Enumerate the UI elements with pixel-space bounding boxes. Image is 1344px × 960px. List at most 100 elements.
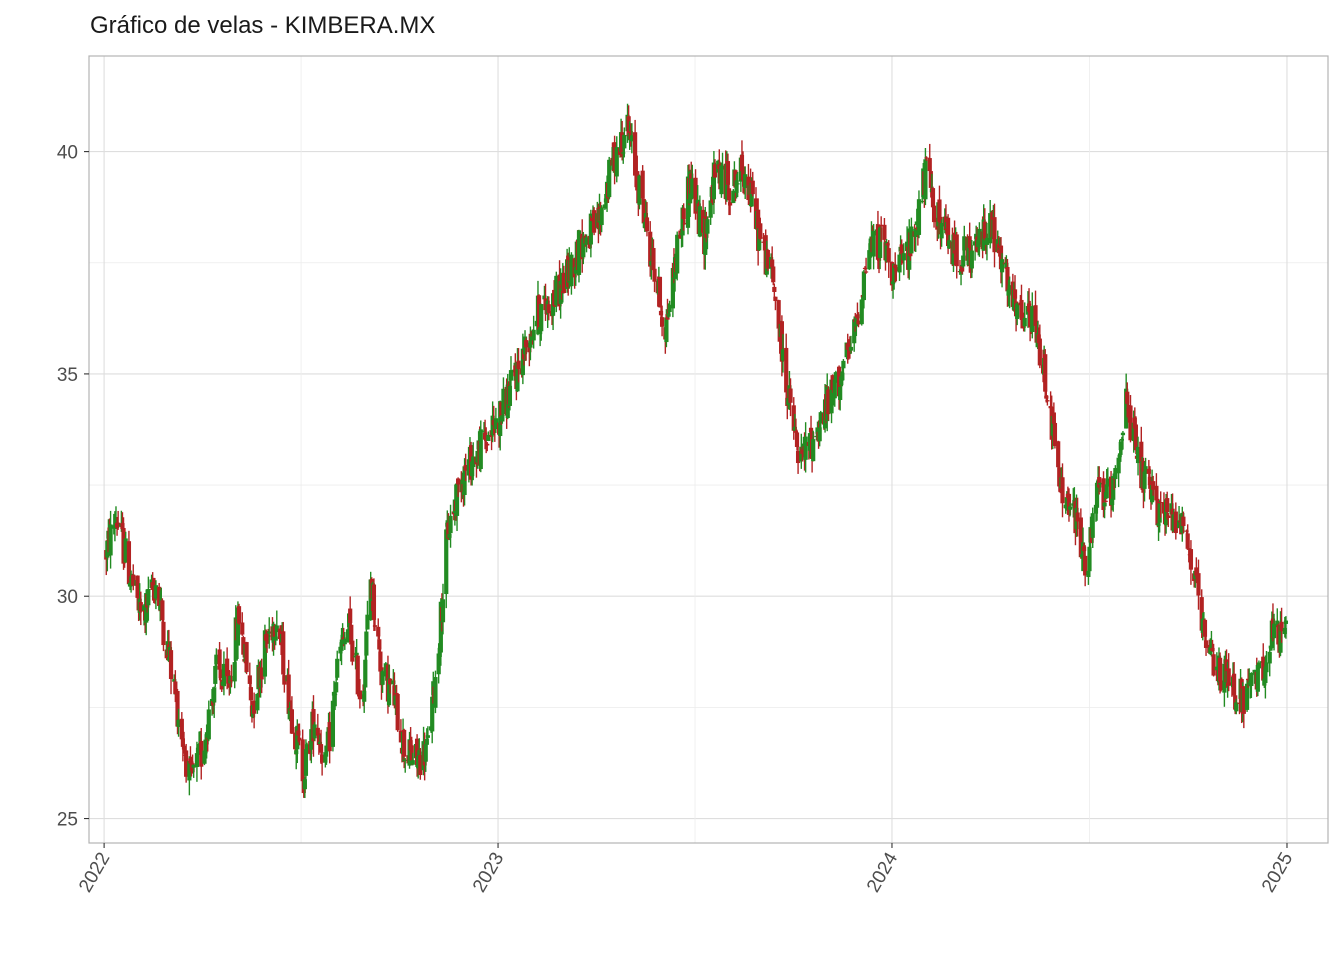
candle-body [882, 224, 887, 240]
candle-body [499, 401, 504, 417]
candle-body [214, 654, 219, 665]
candle-up [731, 189, 736, 204]
candle-down [402, 728, 407, 769]
candle-down [282, 660, 287, 693]
candle-up [909, 217, 914, 254]
candle-body [840, 372, 845, 381]
candle-down [259, 658, 264, 694]
candle-body [1133, 424, 1138, 451]
candle-body [1255, 664, 1260, 692]
candle-up [176, 708, 181, 737]
candle-body [847, 348, 852, 354]
candle-up [743, 166, 748, 200]
candle-down [652, 260, 657, 293]
candle-up [841, 358, 846, 381]
candle-body [181, 745, 187, 750]
candle-up [792, 413, 797, 432]
candle-body [334, 682, 339, 693]
candle-body [1012, 289, 1018, 299]
candle-down [297, 723, 302, 746]
candle-body [960, 266, 965, 272]
candle-body [297, 737, 302, 741]
candle-body [296, 730, 301, 736]
candle-down [252, 692, 257, 729]
candle-body [241, 637, 246, 655]
y-tick-label: 40 [57, 143, 78, 164]
candle-body [482, 432, 488, 440]
candle-down [1181, 511, 1186, 534]
candle-body [750, 180, 755, 195]
candle-body [1067, 506, 1073, 510]
candle-body [757, 228, 762, 251]
candle-body [792, 426, 797, 431]
candle-down [644, 202, 650, 237]
candle-body [1005, 267, 1010, 292]
candle-body [113, 519, 119, 527]
candle-body [770, 259, 775, 268]
candle-body [168, 650, 174, 680]
candle-down [788, 378, 793, 417]
x-axis-tick-labels: 2022 2023 2024 2025 [75, 843, 1297, 896]
candle-up [500, 414, 505, 424]
candle-body [173, 681, 178, 694]
candle-body [349, 624, 354, 645]
candle-body [1022, 317, 1027, 327]
candle-down [190, 754, 195, 774]
candle-down [1037, 324, 1042, 369]
y-tick-label: 35 [57, 365, 78, 386]
candle-up [914, 208, 919, 228]
candle-body [693, 177, 698, 214]
candle-down [1075, 497, 1080, 537]
candle-up [146, 576, 151, 621]
candle-body [875, 224, 881, 260]
candle-body [175, 690, 180, 727]
candle-down [726, 184, 732, 216]
candle-down [1045, 395, 1050, 406]
candle-body [206, 709, 211, 740]
candle-body [282, 675, 287, 685]
candle-body [765, 249, 770, 269]
candle-up [711, 150, 716, 215]
candle-up [127, 576, 133, 591]
candle-body [448, 515, 453, 534]
candle-down [681, 203, 686, 231]
candle-body [719, 165, 724, 195]
candle-body [720, 165, 725, 170]
candle-body [947, 240, 952, 249]
candle-body [1128, 405, 1133, 441]
candle-up [1283, 616, 1289, 639]
candle-body [1164, 499, 1169, 526]
candle-body [395, 694, 400, 731]
candle-up [108, 510, 113, 569]
candle-body [712, 164, 718, 178]
candle-up [1222, 655, 1227, 707]
candle-up [1105, 467, 1110, 488]
candle-down [1158, 491, 1163, 518]
candle-up [335, 650, 340, 681]
candle-up [947, 235, 952, 249]
candle-body [633, 132, 638, 176]
candle-down [355, 654, 360, 697]
candle-body [841, 360, 846, 369]
candle-down [161, 612, 166, 652]
candle-up [391, 669, 396, 687]
candle-body [501, 388, 506, 415]
candle-up [878, 225, 883, 270]
candle-body [885, 243, 890, 246]
candle-body [1034, 320, 1039, 343]
candle-body [1037, 338, 1042, 366]
candle-body [852, 319, 857, 344]
candle-body [1020, 312, 1025, 329]
candle-body [383, 663, 388, 677]
candle-down [121, 517, 126, 570]
candle-up [383, 662, 388, 681]
candle-down [371, 578, 377, 632]
candle-down [772, 283, 777, 298]
candle-down [750, 171, 755, 197]
candle-down [863, 257, 869, 274]
candle-down [727, 199, 733, 216]
candle-down [1125, 382, 1130, 418]
candle-body [1093, 504, 1099, 514]
candle-body [335, 658, 340, 678]
candle-body [999, 259, 1005, 273]
